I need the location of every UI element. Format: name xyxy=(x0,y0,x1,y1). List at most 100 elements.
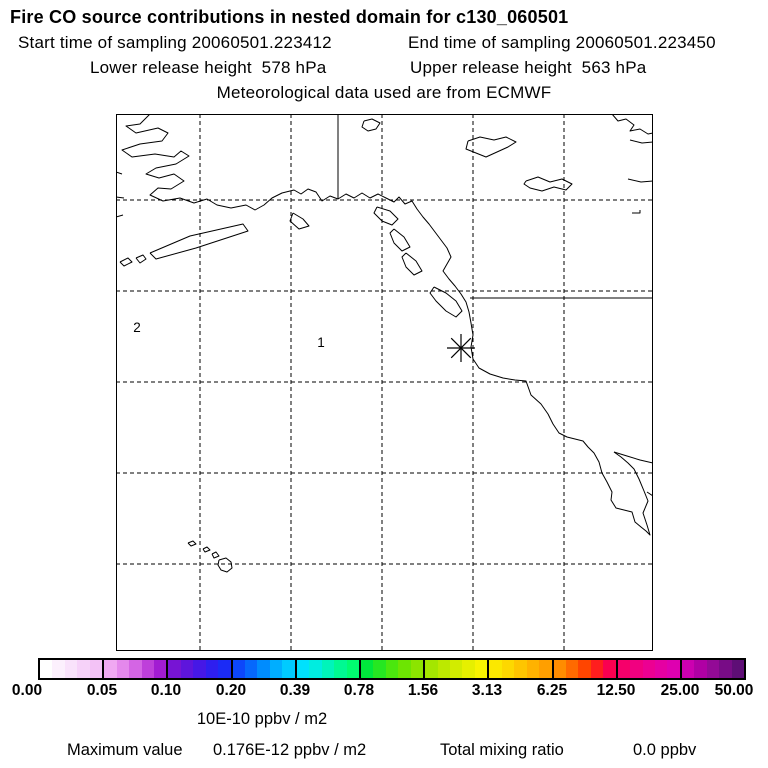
met-source-label: Meteorological data used are from ECMWF xyxy=(216,83,552,102)
colorbar-cell xyxy=(257,660,270,678)
colorbar-cell xyxy=(501,660,515,678)
colorbar-cell xyxy=(346,660,359,678)
lower-release-label: Lower release height 578 hPa xyxy=(90,58,327,77)
colorbar-cell xyxy=(474,660,488,678)
colorbar-tick-label: 0.00 xyxy=(11,682,43,699)
colorbar-cell xyxy=(232,660,245,678)
coastline xyxy=(389,228,411,252)
coastline xyxy=(116,196,125,199)
coastline xyxy=(629,139,653,144)
coastline xyxy=(361,118,381,132)
colorbar-cell xyxy=(168,660,181,678)
colorbar-cell xyxy=(462,660,475,678)
colorbar-cell xyxy=(334,660,347,678)
colorbar-segment xyxy=(551,660,616,678)
colorbar-cell xyxy=(193,660,206,678)
colorbar-cell xyxy=(282,660,295,678)
colorbar-cell xyxy=(539,660,552,678)
map-frame xyxy=(116,114,653,651)
colorbar-segment xyxy=(294,660,359,678)
colorbar-cell xyxy=(77,660,90,678)
colorbar-tick-label: 1.56 xyxy=(407,682,439,699)
coastline xyxy=(289,212,310,230)
colorbar-cell xyxy=(450,660,463,678)
end-time-label: End time of sampling 20060501.223450 xyxy=(408,33,716,52)
coastline xyxy=(523,176,573,192)
star-marker xyxy=(450,337,472,359)
colorbar-cell xyxy=(706,660,720,678)
colorbar-tick-label: 25.00 xyxy=(660,682,700,699)
coastline xyxy=(202,546,211,553)
colorbar-cell xyxy=(321,660,335,678)
colorbar-cell xyxy=(296,660,310,678)
coastline xyxy=(135,254,147,264)
colorbar-cell xyxy=(642,660,655,678)
coastline xyxy=(465,136,517,158)
colorbar-segment xyxy=(40,660,103,678)
colorbar-segment xyxy=(487,660,552,678)
colorbar-cell xyxy=(667,660,680,678)
coastline xyxy=(611,114,653,135)
colorbar-cell xyxy=(578,660,591,678)
coastline xyxy=(121,114,651,536)
colorbar-tick-label: 50.00 xyxy=(714,682,754,699)
colorbar-segment xyxy=(358,660,424,678)
colorbar-cell xyxy=(309,660,322,678)
region-label: 1 xyxy=(317,335,325,350)
coastline xyxy=(187,540,197,547)
colorbar-cell xyxy=(360,660,374,678)
colorbar-cell xyxy=(129,660,142,678)
colorbar-segment xyxy=(679,660,745,678)
colorbar-cell xyxy=(40,660,53,678)
colorbar-tick-label: 3.13 xyxy=(471,682,503,699)
total-mixing-ratio-value: 0.0 ppbv xyxy=(633,741,697,759)
colorbar-cell xyxy=(526,660,540,678)
region-label: 2 xyxy=(133,320,141,335)
colorbar-cell xyxy=(603,660,616,678)
colorbar-cell xyxy=(694,660,707,678)
colorbar-cell xyxy=(655,660,668,678)
coastline xyxy=(149,223,249,260)
colorbar-cell xyxy=(565,660,579,678)
colorbar-cell xyxy=(590,660,604,678)
colorbar-cell xyxy=(153,660,167,678)
colorbar-tick-label: 0.05 xyxy=(86,682,118,699)
start-time-label: Start time of sampling 20060501.223412 xyxy=(18,33,332,52)
colorbar-cell xyxy=(218,660,231,678)
coastline xyxy=(613,451,653,464)
colorbar-segment xyxy=(102,660,167,678)
colorbar-cell xyxy=(437,660,450,678)
colorbar-cell xyxy=(617,660,631,678)
colorbar-cell xyxy=(681,660,695,678)
coastline xyxy=(116,214,124,218)
coastline xyxy=(217,557,233,573)
colorbar-cell xyxy=(104,660,117,678)
coastline xyxy=(119,257,133,267)
coastline xyxy=(373,206,399,226)
total-mixing-ratio-label: Total mixing ratio xyxy=(440,741,564,759)
colorbar-tick-label: 0.20 xyxy=(215,682,247,699)
colorbar-cell xyxy=(385,660,399,678)
colorbar-segment xyxy=(230,660,295,678)
plot-title: Fire CO source contributions in nested d… xyxy=(10,7,569,27)
colorbar-cell xyxy=(64,660,78,678)
max-value-label: Maximum value xyxy=(67,741,183,759)
colorbar-tick-label: 0.10 xyxy=(150,682,182,699)
colorbar-cell xyxy=(489,660,502,678)
colorbar-cell xyxy=(141,660,154,678)
coastline xyxy=(429,286,463,318)
colorbar-cell xyxy=(630,660,643,678)
colorbar-cell xyxy=(719,660,732,678)
coastline xyxy=(211,551,220,559)
colorbar-tick-label: 6.25 xyxy=(536,682,568,699)
colorbar-cell xyxy=(731,660,745,678)
colorbar-cell xyxy=(398,660,411,678)
colorbar-segment xyxy=(423,660,488,678)
colorbar-cell xyxy=(425,660,438,678)
colorbar-cell xyxy=(553,660,566,678)
colorbar-cell xyxy=(180,660,194,678)
colorbar-cell xyxy=(514,660,527,678)
colorbar-cell xyxy=(245,660,258,678)
